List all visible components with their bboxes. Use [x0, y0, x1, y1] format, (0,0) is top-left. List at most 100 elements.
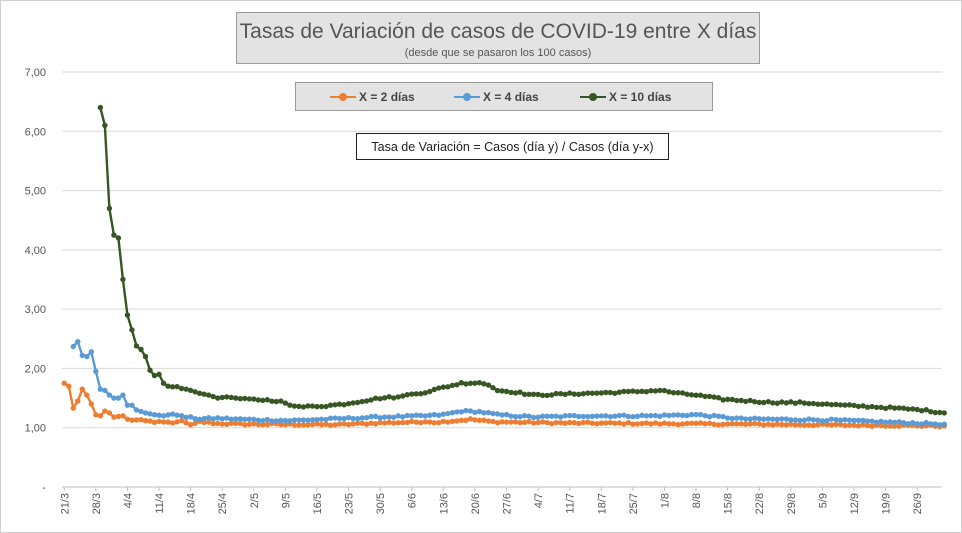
data-point: [657, 387, 663, 394]
data-point: [752, 399, 758, 405]
data-point: [729, 421, 735, 427]
data-point: [733, 397, 740, 404]
data-point: [196, 416, 203, 422]
data-point: [106, 392, 113, 398]
y-tick-label: 5,00: [25, 186, 46, 198]
data-point: [941, 410, 947, 416]
data-point: [806, 400, 812, 407]
data-point: [544, 413, 550, 419]
data-point: [621, 421, 627, 427]
data-point: [124, 402, 131, 408]
data-point: [341, 415, 347, 422]
data-point: [648, 421, 654, 427]
data-point: [494, 411, 501, 417]
data-point: [111, 414, 117, 420]
data-point: [138, 417, 144, 423]
legend-swatch-x4: [454, 92, 480, 102]
data-point: [97, 386, 104, 392]
data-point: [661, 387, 668, 394]
data-point: [332, 415, 338, 421]
data-point: [810, 422, 817, 429]
data-point: [237, 395, 243, 402]
data-point: [932, 409, 938, 416]
data-point: [837, 417, 844, 423]
data-point: [454, 382, 460, 388]
data-point: [201, 415, 207, 422]
data-point: [882, 419, 889, 425]
data-point: [228, 394, 234, 401]
x-tick-label: 26/9: [912, 493, 924, 514]
data-point: [436, 385, 442, 391]
data-point: [720, 397, 726, 403]
data-point: [287, 418, 293, 424]
data-point: [246, 416, 252, 422]
data-point: [557, 414, 564, 420]
x-tick-label: 21/3: [59, 493, 71, 514]
data-point: [869, 418, 875, 424]
data-point: [742, 416, 749, 422]
y-tick-label: 4,00: [25, 245, 46, 257]
x-tick-label: 25/4: [217, 493, 229, 514]
data-point: [237, 420, 243, 427]
data-point: [427, 419, 433, 425]
data-point: [878, 422, 884, 429]
data-point: [260, 417, 266, 424]
data-point: [571, 391, 577, 397]
data-point: [774, 421, 780, 427]
data-point: [873, 404, 880, 411]
data-point: [873, 419, 880, 426]
data-point: [138, 408, 144, 415]
data-point: [291, 422, 298, 428]
data-point: [711, 394, 717, 400]
data-point: [792, 422, 799, 428]
data-point: [138, 346, 144, 353]
data-point: [603, 420, 609, 426]
data-point: [928, 421, 934, 427]
data-point: [282, 400, 289, 406]
x-tick-label: 13/6: [438, 493, 450, 514]
data-point: [305, 417, 311, 423]
data-point: [129, 327, 135, 333]
chart-subtitle: (desde que se pasaron los 100 casos): [404, 47, 592, 59]
x-tick-label: 12/9: [849, 493, 861, 514]
data-point: [679, 390, 686, 396]
data-point: [792, 417, 799, 423]
data-point: [341, 421, 347, 427]
data-point: [639, 420, 645, 427]
data-point: [458, 409, 465, 415]
legend-swatch-x2: [330, 92, 356, 102]
data-point: [314, 421, 320, 427]
data-point: [192, 389, 198, 395]
data-point: [896, 423, 902, 429]
data-point: [476, 408, 483, 415]
data-point: [381, 420, 388, 426]
data-point: [512, 390, 519, 396]
data-point: [612, 390, 618, 396]
data-point: [585, 419, 591, 425]
data-point: [368, 413, 374, 420]
data-point: [264, 397, 271, 403]
data-point: [296, 403, 302, 410]
data-point: [526, 413, 532, 419]
data-point: [224, 415, 230, 421]
data-point: [102, 122, 108, 129]
data-point: [372, 395, 379, 401]
data-point: [824, 421, 830, 428]
data-point: [205, 419, 212, 425]
data-point: [909, 406, 916, 412]
data-point: [427, 388, 433, 395]
data-point: [702, 412, 708, 419]
x-tick-label: 22/8: [754, 493, 766, 514]
data-point: [363, 415, 370, 421]
data-point: [440, 411, 447, 417]
data-point: [788, 421, 794, 427]
data-point: [395, 413, 401, 419]
data-point: [431, 420, 438, 426]
data-point: [359, 398, 365, 405]
data-point: [891, 419, 898, 426]
data-point: [124, 416, 131, 422]
data-point: [797, 422, 803, 428]
x-tick-label: 4/4: [122, 493, 134, 508]
data-point: [810, 417, 817, 423]
